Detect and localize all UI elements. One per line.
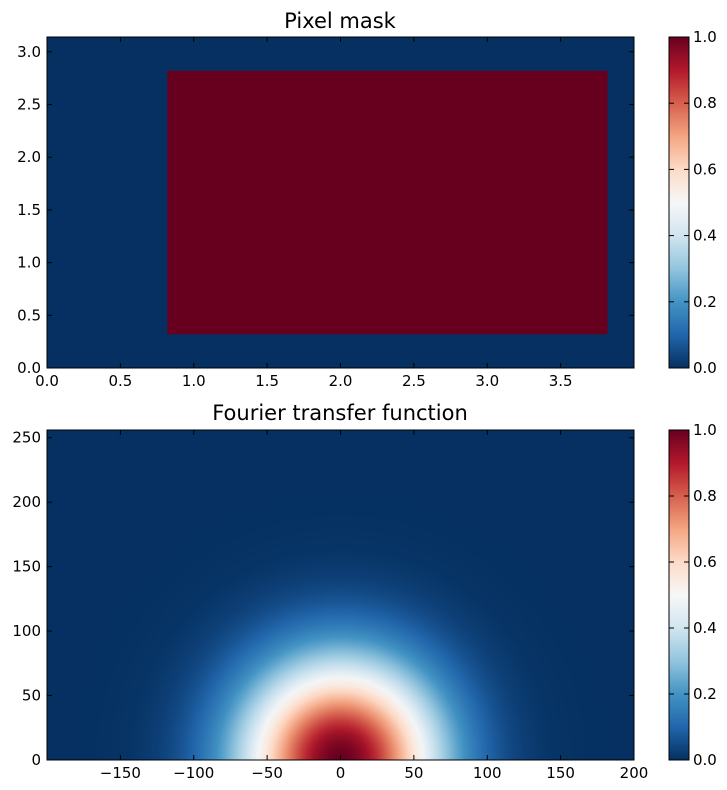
pixel-mask-ytick-label: 2.0 xyxy=(17,148,41,166)
fourier-cbtick-label: 0.2 xyxy=(693,685,717,703)
pixel-mask-cbtick-label: 0.2 xyxy=(693,293,717,311)
fourier-heatmap xyxy=(47,430,634,760)
pixel-mask-xtick-label: 3.5 xyxy=(549,372,573,390)
pixel-mask-colorbar-ticks: 0.0 0.2 0.4 0.6 0.8 1.0 xyxy=(669,28,717,377)
fourier-cbtick-label: 0.8 xyxy=(693,487,717,505)
fourier-xtick-label: 150 xyxy=(546,764,575,782)
fourier-xtick-label: 50 xyxy=(404,764,423,782)
pixel-mask-xtick-label: 0.5 xyxy=(108,372,132,390)
pixel-mask-ytick-label: 2.5 xyxy=(17,95,41,113)
pixel-mask-ytick-label: 0.5 xyxy=(17,306,41,324)
pixel-mask-xtick-label: 1.5 xyxy=(255,372,279,390)
fourier-xtick-label: 200 xyxy=(620,764,649,782)
pixel-mask-title: Pixel mask xyxy=(284,9,397,33)
fourier-cbtick-label: 0.6 xyxy=(693,553,717,571)
fourier-ytick-label: 100 xyxy=(12,622,41,640)
pixel-mask-colorbar-gradient xyxy=(668,36,690,369)
pixel-mask-cbtick-label: 0.6 xyxy=(693,160,717,178)
pixel-mask-cbtick-label: 0.8 xyxy=(693,94,717,112)
pixel-mask-region xyxy=(167,70,608,335)
pixel-mask-cbtick-label: 0.0 xyxy=(693,359,717,377)
pixel-mask-ytick-label: 1.5 xyxy=(17,201,41,219)
fourier-title: Fourier transfer function xyxy=(212,401,468,425)
fourier-ytick-label: 0 xyxy=(31,751,41,769)
fourier-colorbar: 0.0 0.2 0.4 0.6 0.8 1.0 xyxy=(668,421,717,769)
pixel-mask-ytick-label: 1.0 xyxy=(17,254,41,272)
pixel-mask-xtick-label: 1.0 xyxy=(182,372,206,390)
pixel-mask-xtick-label: 2.5 xyxy=(402,372,426,390)
fourier-xtick-label: −150 xyxy=(100,764,141,782)
fourier-xtick-label: 100 xyxy=(473,764,502,782)
fourier-colorbar-ticks: 0.0 0.2 0.4 0.6 0.8 1.0 xyxy=(669,421,717,769)
fourier-ytick-label: 250 xyxy=(12,429,41,447)
pixel-mask-ytick-label: 3.0 xyxy=(17,43,41,61)
fourier-xtick-label: −50 xyxy=(251,764,283,782)
pixel-mask-cbtick-label: 0.4 xyxy=(693,227,717,245)
fourier-colorbar-gradient xyxy=(668,429,690,761)
fourier-ytick-label: 200 xyxy=(12,493,41,511)
pixel-mask-colorbar: 0.0 0.2 0.4 0.6 0.8 1.0 xyxy=(668,28,717,377)
pixel-mask-xtick-label: 0.0 xyxy=(35,372,59,390)
fourier-xtick-label: 0 xyxy=(336,764,346,782)
pixel-mask-cbtick-label: 1.0 xyxy=(693,28,717,46)
pixel-mask-ytick-label: 0.0 xyxy=(17,359,41,377)
pixel-mask-panel: Pixel mask 0.0 0.5 1.0 1.5 2.0 2.5 3.0 3.5 0.00… xyxy=(17,9,635,390)
pixel-mask-x-axis: 0.0 0.5 1.0 1.5 2.0 2.5 3.0 3.5 xyxy=(35,37,573,390)
fourier-xtick-label: −100 xyxy=(173,764,214,782)
fourier-panel: Fourier transfer function −150 −100 −50 0 50… xyxy=(12,401,648,782)
fourier-cbtick-label: 0.0 xyxy=(693,751,717,769)
fourier-x-axis: −150 −100 −50 0 50 100 150 200 xyxy=(100,430,649,782)
fourier-cbtick-label: 1.0 xyxy=(693,421,717,439)
fourier-cbtick-label: 0.4 xyxy=(693,619,717,637)
pixel-mask-xtick-label: 3.0 xyxy=(475,372,499,390)
pixel-mask-y-axis: 0.0 0.5 1.0 1.5 2.0 2.5 3.0 xyxy=(17,43,634,377)
fourier-y-axis: 0 50 100 150 200 250 xyxy=(12,429,634,769)
fourier-ytick-label: 50 xyxy=(22,687,41,705)
pixel-mask-xtick-label: 2.0 xyxy=(329,372,353,390)
fourier-ytick-label: 150 xyxy=(12,558,41,576)
